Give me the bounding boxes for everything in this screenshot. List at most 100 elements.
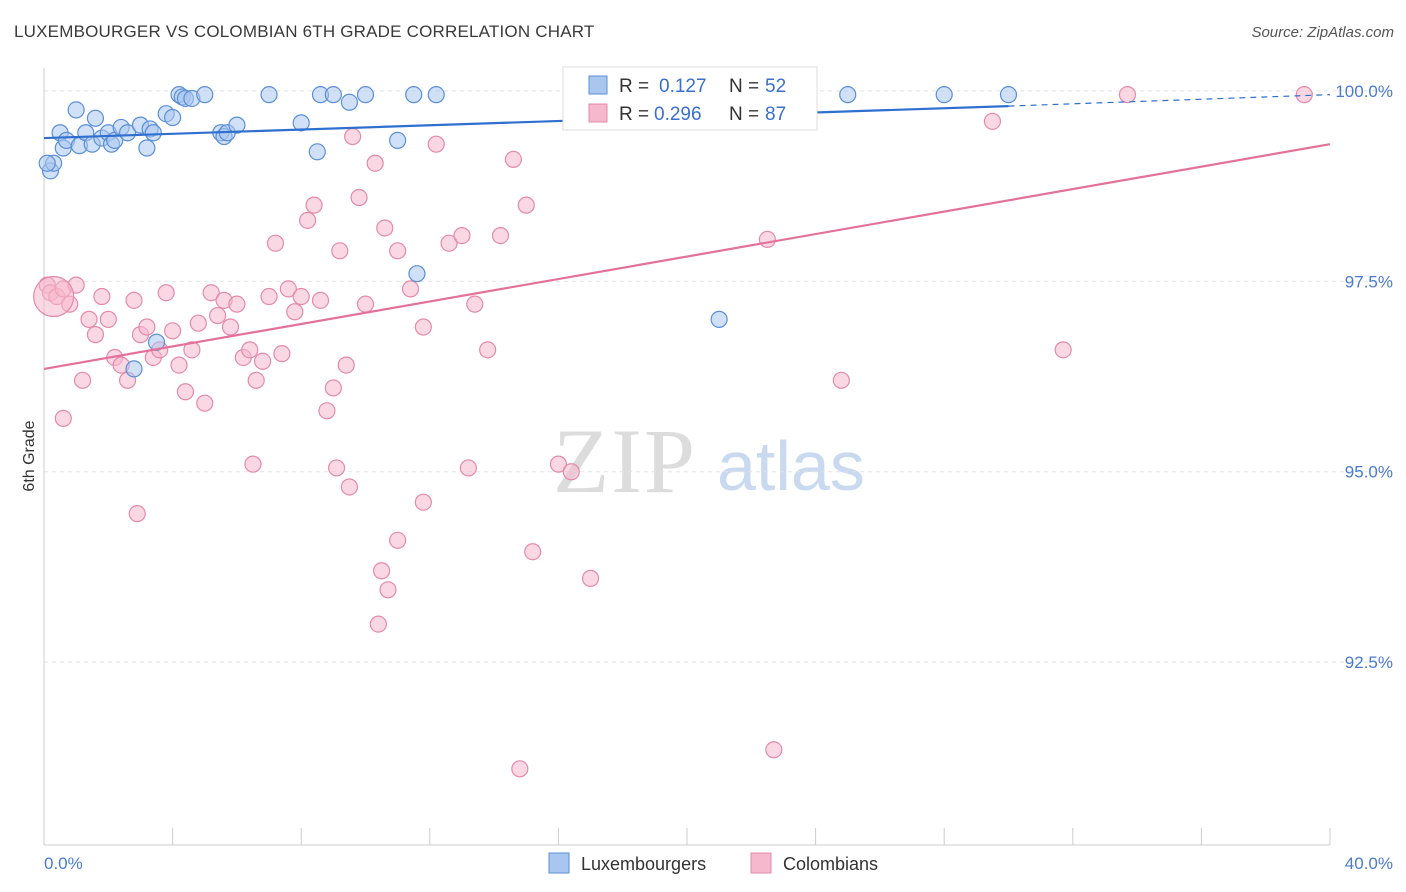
colombian-point: [254, 352, 272, 370]
colombian-point: [311, 291, 330, 309]
colombian-point: [369, 615, 387, 633]
luxembourger-point: [67, 101, 85, 119]
bottom-legend-label-colombians: Colombians: [783, 854, 878, 874]
colombian-point: [247, 371, 265, 389]
luxembourger-point: [308, 143, 326, 161]
colombian-point: [372, 562, 391, 580]
colombian-point: [1118, 86, 1137, 104]
legend-n-value-colombians: 87: [765, 104, 786, 125]
colombian-point: [511, 760, 529, 778]
colombian-point: [128, 505, 146, 523]
colombian-point: [562, 463, 580, 481]
colombian-point: [209, 306, 227, 325]
legend-n-label-luxembourgers: N =: [729, 76, 759, 97]
legend-r-value-colombians: 0.296: [654, 104, 702, 125]
colombian-point: [157, 284, 175, 302]
colombian-point: [491, 226, 510, 245]
colombian-point: [260, 287, 278, 306]
colombian-point: [389, 531, 407, 549]
luxembourger-point: [935, 86, 953, 104]
x-ticks: [43, 828, 1331, 845]
colombian-point: [273, 345, 291, 363]
chart-title: LUXEMBOURGER VS COLOMBIAN 6TH GRADE CORR…: [14, 22, 595, 41]
colombian-point: [344, 127, 362, 146]
colombian-point: [765, 741, 783, 759]
colombian-point: [183, 341, 201, 359]
luxembourger-point: [340, 93, 359, 111]
luxembourger-point: [710, 310, 728, 328]
colombian-point: [164, 322, 182, 340]
luxembourger-point: [389, 131, 407, 149]
stats-legend: R = 0.127 N = 52 R = 0.296 N = 87: [562, 66, 818, 131]
luxembourger-point: [324, 86, 342, 104]
colombian-point: [440, 234, 458, 252]
colombian-point: [479, 341, 497, 359]
colombian-point: [401, 280, 420, 298]
colombian-point: [331, 242, 349, 260]
grid-lines: [44, 90, 1393, 663]
bottom-legend-label-luxembourgers: Luxembourgers: [581, 854, 706, 874]
watermark-atlas: atlas: [717, 427, 865, 505]
colombian-point: [366, 154, 384, 172]
colombian-point: [279, 280, 297, 298]
colombian-point: [318, 402, 336, 420]
luxembourger-point: [427, 86, 445, 104]
luxembourger-point: [408, 265, 426, 283]
colombian-point: [241, 341, 259, 359]
colombian-point: [202, 284, 220, 302]
source-label: Source: ZipAtlas.com: [1251, 24, 1394, 41]
luxembourger-point: [138, 139, 156, 157]
colombian-point: [581, 569, 600, 587]
colombian-point: [86, 326, 105, 344]
colombian-point: [459, 459, 477, 477]
y-tick-labels: 100.0% 97.5% 95.0% 92.5%: [1335, 82, 1393, 672]
colombian-point: [758, 230, 776, 248]
colombians-points: [33, 86, 1313, 778]
colombian-point: [1295, 86, 1313, 104]
x-tick-label-min: 0.0%: [44, 854, 83, 873]
colombian-point: [286, 303, 304, 321]
legend-n-label-colombians: N =: [729, 104, 759, 125]
colombian-point: [244, 455, 262, 473]
colombian-point: [99, 310, 117, 328]
luxembourger-point: [38, 154, 56, 172]
colombian-point: [983, 112, 1002, 130]
trend-lines: [43, 94, 1331, 370]
y-tick-label: 97.5%: [1345, 272, 1393, 291]
colombian-point: [170, 356, 188, 374]
colombian-point: [504, 150, 522, 169]
colombian-point: [549, 455, 568, 473]
colombian-point: [350, 188, 368, 207]
colombian-point: [832, 371, 850, 389]
luxembourger-point: [356, 86, 375, 104]
luxembourgers-points: [38, 86, 1018, 378]
luxembourger-point: [839, 86, 857, 104]
y-axis-title: 6th Grade: [21, 420, 38, 491]
luxembourger-point: [228, 116, 246, 134]
colombian-point: [292, 287, 310, 306]
luxembourgers-trend-line: [43, 104, 1009, 140]
colombian-point: [414, 318, 432, 336]
luxembourger-point: [260, 86, 278, 104]
luxembourger-point: [164, 108, 182, 127]
watermark-zip: ZIP: [553, 410, 697, 512]
colombian-point: [524, 543, 542, 561]
colombian-point: [453, 226, 471, 245]
luxembourger-point: [86, 109, 105, 127]
colombian-point: [427, 135, 445, 153]
colombian-point: [337, 356, 355, 374]
luxembourger-point: [292, 114, 310, 132]
y-tick-label: 95.0%: [1345, 463, 1393, 482]
colombian-point: [73, 371, 92, 389]
colombian-point: [221, 318, 240, 336]
luxembourger-point: [405, 86, 423, 104]
colombian-point: [356, 295, 375, 313]
colombian-point: [125, 291, 143, 309]
x-tick-label-max: 40.0%: [1345, 854, 1393, 873]
y-tick-label: 100.0%: [1335, 82, 1393, 101]
colombian-point: [327, 459, 346, 477]
legend-swatch-colombians: [588, 103, 608, 123]
luxembourger-point: [144, 124, 162, 142]
colombian-point: [299, 211, 317, 229]
